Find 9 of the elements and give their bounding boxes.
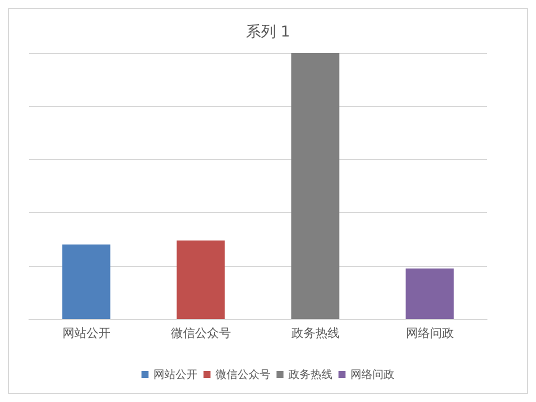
legend-label: 微信公众号 <box>216 368 270 381</box>
x-tick-label: 网站公开 <box>62 326 110 340</box>
legend-label: 政务热线 <box>288 368 332 381</box>
legend-label: 网站公开 <box>154 368 198 381</box>
x-tick-label: 网络问政 <box>406 326 454 340</box>
legend-label: 网络问政 <box>350 368 394 381</box>
x-tick-label: 微信公众号 <box>170 326 231 340</box>
chart-title: 系列 1 <box>246 22 290 40</box>
x-tick-label: 政务热线 <box>291 326 340 340</box>
